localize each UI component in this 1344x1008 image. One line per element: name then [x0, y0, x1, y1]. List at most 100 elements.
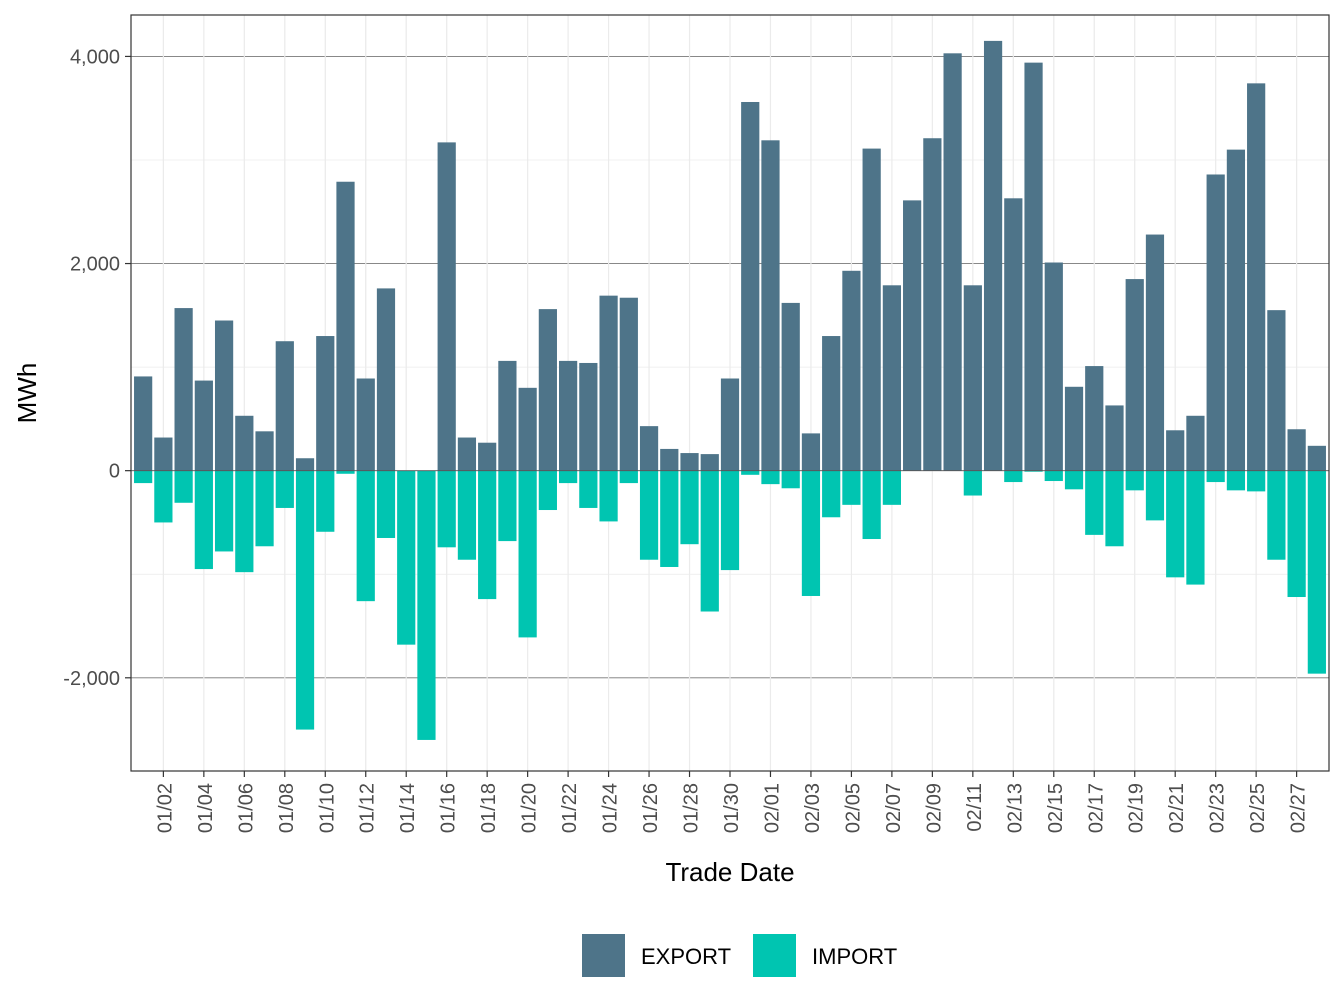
import-bar-02-13: [1004, 470, 1023, 483]
import-bar-01-12: [356, 470, 375, 602]
import-bar-01-18: [478, 470, 497, 600]
import-bar-02-15: [1044, 470, 1063, 482]
import-bar-01-26: [639, 470, 659, 560]
legend-label-export: EXPORT: [641, 944, 731, 969]
x-axis: 01/02 01/04 01/06 01/08 01/10 01/12 01/14 01/16…: [154, 771, 1310, 833]
export-bar-01-06: [235, 415, 254, 471]
export-bar-01-20: [518, 387, 537, 471]
import-bar-02-01: [761, 470, 780, 485]
import-bar-02-24: [1226, 470, 1246, 491]
bars: [131, 40, 1329, 740]
export-bar-02-23: [1206, 174, 1225, 471]
y-axis-title: MWh: [12, 363, 42, 424]
import-bar-02-22: [1186, 470, 1205, 585]
export-bar-01-02: [154, 437, 173, 471]
x-tick-label: 01/20: [519, 783, 541, 833]
export-bar-01-25: [619, 297, 638, 471]
import-bar-01-08: [275, 470, 294, 508]
x-tick-label: 01/06: [235, 783, 257, 833]
x-tick-label: 01/22: [559, 783, 581, 833]
import-bar-02-04: [822, 470, 841, 518]
export-bar-02-04: [822, 336, 841, 471]
x-tick-label: 01/12: [357, 783, 379, 833]
export-bar-02-09: [923, 138, 942, 471]
x-tick-label: 01/28: [681, 783, 703, 833]
export-bar-01-28: [680, 453, 699, 471]
legend-key-import: [753, 934, 796, 977]
export-bar-02-08: [903, 200, 922, 471]
export-bar-01-26: [639, 426, 659, 471]
x-tick-label: 01/08: [276, 783, 298, 833]
export-bar-01-17: [457, 437, 477, 471]
x-tick-label: 01/02: [154, 783, 176, 833]
x-tick-label: 01/14: [397, 783, 419, 833]
export-bar-02-22: [1186, 415, 1205, 471]
export-bar-01-10: [316, 336, 335, 471]
import-bar-01-15: [417, 470, 436, 740]
x-tick-label: 02/01: [761, 783, 783, 833]
export-bar-01-12: [356, 378, 375, 471]
import-bar-02-05: [842, 470, 861, 505]
export-bar-02-03: [801, 433, 821, 471]
x-tick-label: 02/25: [1247, 783, 1269, 833]
export-bar-01-03: [174, 308, 193, 471]
export-bar-02-28: [1307, 445, 1326, 471]
export-bar-02-06: [862, 148, 881, 471]
export-bar-02-15: [1044, 262, 1063, 471]
y-axis: -2,000 0 2,000 4,000: [63, 46, 131, 690]
export-bar-01-05: [214, 320, 234, 471]
y-tick-label: 0: [109, 461, 120, 483]
export-bar-01-04: [194, 380, 213, 471]
import-bar-01-01: [134, 470, 153, 484]
import-bar-01-21: [538, 470, 557, 511]
import-bar-02-19: [1125, 470, 1144, 491]
x-tick-label: 01/30: [721, 783, 743, 833]
export-bar-01-09: [295, 458, 315, 471]
export-bar-02-14: [1024, 62, 1043, 471]
import-bar-02-06: [862, 470, 881, 540]
export-bar-01-01: [134, 376, 153, 471]
export-bar-02-12: [983, 40, 1003, 471]
export-bar-01-22: [559, 360, 578, 471]
export-bar-02-20: [1145, 234, 1165, 471]
export-bar-02-21: [1166, 430, 1185, 471]
x-tick-label: 01/10: [316, 783, 338, 833]
import-bar-01-30: [720, 470, 740, 571]
x-tick-label: 02/19: [1126, 783, 1148, 833]
x-tick-label: 02/15: [1045, 783, 1067, 833]
legend: EXPORT IMPORT: [582, 934, 897, 977]
export-bar-02-02: [781, 302, 800, 471]
x-tick-label: 02/27: [1288, 783, 1310, 833]
plot-area: [130, 14, 1330, 772]
import-bar-01-04: [194, 470, 213, 570]
import-bar-01-19: [498, 470, 517, 542]
export-bar-01-29: [700, 454, 719, 471]
x-tick-label: 02/07: [883, 783, 905, 833]
y-tick-label: 4,000: [70, 46, 120, 68]
legend-label-import: IMPORT: [812, 944, 897, 969]
x-tick-label: 01/04: [195, 783, 217, 833]
import-bar-01-27: [660, 470, 679, 567]
import-bar-01-05: [214, 470, 234, 552]
export-bar-01-07: [255, 431, 274, 471]
import-bar-02-17: [1085, 470, 1104, 535]
import-bar-01-02: [154, 470, 173, 523]
export-bar-02-24: [1226, 149, 1246, 471]
import-bar-02-21: [1166, 470, 1185, 578]
import-bar-02-27: [1287, 470, 1306, 598]
export-bar-02-18: [1105, 405, 1124, 471]
x-tick-label: 01/26: [640, 783, 662, 833]
x-tick-label: 02/23: [1207, 783, 1229, 833]
import-bar-01-17: [457, 470, 477, 560]
y-tick-label: -2,000: [63, 668, 120, 690]
legend-key-export: [582, 934, 625, 977]
export-bar-01-19: [498, 360, 517, 471]
import-bar-02-26: [1267, 470, 1286, 560]
import-bar-01-23: [579, 470, 598, 508]
export-bar-02-19: [1125, 279, 1144, 471]
x-tick-label: 02/03: [802, 783, 824, 833]
import-bar-02-16: [1064, 470, 1084, 490]
export-bar-02-27: [1287, 429, 1306, 471]
import-bar-02-11: [963, 470, 982, 496]
